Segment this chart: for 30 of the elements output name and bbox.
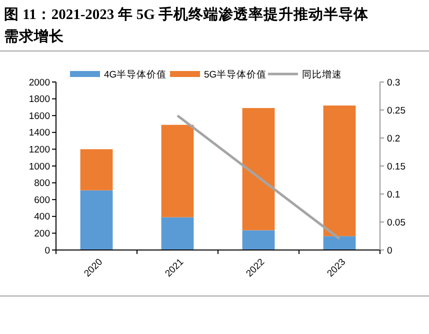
y-tick-label: 1600	[28, 110, 50, 122]
bar	[323, 106, 356, 236]
y-tick-label: 0	[44, 245, 50, 256]
bar	[242, 230, 275, 250]
chart-title: 图 11：2021-2023 年 5G 手机终端渗透率提升推动半导体需求增长	[4, 5, 370, 45]
y-tick-label: 2000	[28, 77, 50, 88]
bar	[161, 217, 194, 250]
legend-label: 同比增速	[302, 68, 342, 80]
bar	[161, 124, 194, 218]
legend-label: 5G半导体价值	[204, 68, 267, 80]
y-tick-label: 1400	[28, 128, 50, 139]
y2-tick-label: 0.1	[387, 189, 400, 200]
y-tick-label: 1000	[28, 161, 50, 172]
y2-tick-label: 0.25	[387, 105, 406, 116]
bar	[80, 149, 113, 190]
y2-tick-label: 0.05	[387, 217, 406, 228]
y2-tick-label: 0.15	[387, 161, 406, 172]
y-tick-label: 600	[34, 194, 50, 206]
bar	[242, 108, 275, 230]
legend-label: 4G半导体价值	[104, 68, 167, 80]
y-tick-label: 1200	[28, 144, 50, 156]
y-tick-label: 800	[34, 178, 50, 190]
y-tick-label: 200	[34, 228, 50, 240]
y2-tick-label: 0.3	[387, 77, 400, 88]
bar	[80, 190, 113, 250]
y-tick-label: 400	[34, 212, 50, 223]
y2-tick-label: 0	[387, 245, 392, 256]
y2-tick-label: 0.2	[387, 133, 400, 144]
bar	[323, 236, 356, 250]
y-tick-label: 1800	[28, 94, 50, 106]
